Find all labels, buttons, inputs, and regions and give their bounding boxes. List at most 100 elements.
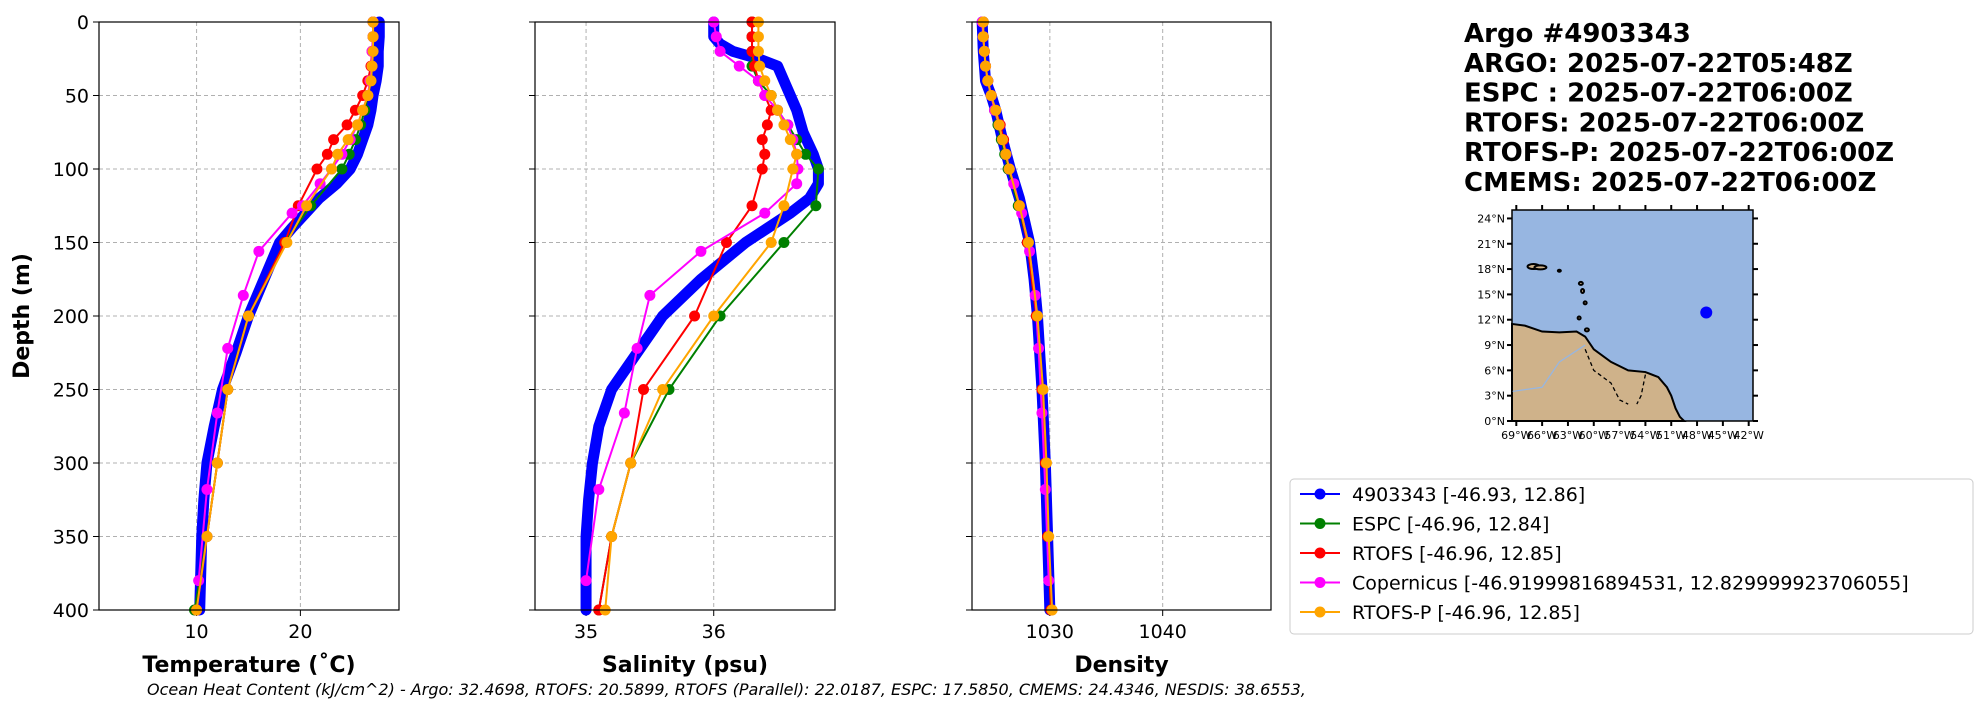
title-line: RTOFS: 2025-07-22T06:00Z — [1464, 108, 1864, 138]
data-point — [733, 60, 745, 72]
data-point — [365, 75, 377, 87]
lon-tick-label: 54°W — [1630, 429, 1660, 442]
island — [1577, 280, 1584, 286]
lon-tick-label: 42°W — [1734, 429, 1764, 442]
lat-tick-label: 18°N — [1477, 263, 1505, 276]
data-point — [714, 45, 726, 57]
legend-label: 4903343 [-46.93, 12.86] — [1352, 484, 1585, 506]
data-point — [222, 342, 234, 354]
x-tick-label: 20 — [288, 621, 312, 643]
data-point — [201, 483, 213, 495]
data-point — [778, 119, 790, 131]
data-point — [341, 119, 353, 131]
data-point — [580, 575, 592, 587]
series-line — [197, 22, 375, 581]
data-point — [657, 384, 669, 395]
data-point — [618, 407, 630, 419]
data-point — [689, 310, 701, 322]
data-point — [222, 384, 234, 395]
legend-marker — [1314, 606, 1326, 618]
island — [1556, 268, 1562, 273]
data-point — [362, 90, 374, 101]
legend-marker — [1314, 488, 1326, 500]
data-point — [301, 200, 313, 212]
location-map: 24°N 21°N 18°N 15°N 12°N 9°N 6°N 3°N 0°N69°W66°W… — [1477, 205, 1764, 442]
data-point — [211, 407, 223, 419]
legend-frame — [1289, 478, 1974, 635]
data-point — [778, 237, 790, 248]
data-point — [761, 119, 773, 131]
legend-entry: 4903343 [-46.93, 12.86] — [1300, 484, 1585, 506]
legend: 4903343 [-46.93, 12.86] ESPC [-46.96, 12.… — [1289, 478, 1974, 635]
lon-tick-label: 45°W — [1708, 429, 1738, 442]
title-line: ARGO: 2025-07-22T05:48Z — [1464, 49, 1853, 79]
data-point — [759, 148, 771, 160]
panel-temperature: 10 20050100150200250300350400Temperature … — [10, 12, 400, 678]
data-point — [367, 45, 379, 57]
y-tick-label: 250 — [53, 380, 89, 402]
x-tick-label: 36 — [702, 621, 726, 643]
axes-frame — [971, 21, 1272, 611]
data-point — [644, 289, 656, 301]
data-point — [1003, 163, 1015, 175]
data-point — [321, 148, 333, 160]
data-point — [638, 384, 650, 395]
data-point — [980, 60, 992, 72]
island — [1580, 288, 1586, 295]
data-point — [332, 148, 344, 160]
x-tick-label: 10 — [184, 621, 208, 643]
data-point — [1013, 200, 1025, 212]
x-tick-label: 35 — [574, 621, 598, 643]
data-point — [625, 457, 637, 469]
data-point — [708, 310, 720, 322]
river — [1511, 344, 1586, 393]
island — [1533, 264, 1548, 271]
data-point — [1033, 342, 1045, 354]
data-point — [996, 134, 1008, 146]
data-point — [784, 134, 796, 146]
island — [1576, 315, 1582, 321]
data-point — [336, 163, 348, 175]
x-axis-label: Density — [1074, 653, 1168, 678]
data-point — [211, 457, 223, 469]
data-point — [631, 342, 643, 354]
data-point — [756, 163, 768, 175]
panel-density: 1030 1040 Density — [966, 16, 1272, 678]
lat-tick-label: 12°N — [1477, 314, 1505, 327]
data-point — [800, 148, 812, 160]
y-tick-label: 200 — [53, 306, 89, 328]
x-tick-label: 1040 — [1139, 621, 1187, 643]
legend-label: RTOFS-P [-46.96, 12.85] — [1352, 602, 1580, 624]
data-point — [1031, 310, 1043, 322]
legend-entry: RTOFS-P [-46.96, 12.85] — [1300, 602, 1580, 624]
lon-tick-label: 48°W — [1682, 429, 1712, 442]
data-point — [787, 163, 799, 175]
series-rtofs-p — [599, 16, 803, 616]
legend-entry: Copernicus [-46.91999816894531, 12.82999… — [1300, 573, 1909, 595]
lat-tick-label: 0°N — [1484, 415, 1505, 428]
data-point — [778, 200, 790, 212]
data-point — [342, 134, 354, 146]
island — [1582, 300, 1588, 306]
data-point — [720, 237, 732, 248]
data-point — [812, 163, 824, 175]
map-frame — [1511, 209, 1754, 422]
data-point — [1037, 384, 1049, 395]
lat-tick-label: 21°N — [1477, 238, 1505, 251]
title-line: CMEMS: 2025-07-22T06:00Z — [1464, 168, 1876, 198]
data-point — [366, 60, 378, 72]
island — [1583, 327, 1590, 333]
data-point — [242, 310, 254, 322]
data-point — [593, 483, 605, 495]
data-point — [351, 119, 363, 131]
y-tick-label: 400 — [53, 600, 89, 622]
legend-marker — [1314, 577, 1326, 588]
lat-tick-label: 24°N — [1477, 212, 1505, 225]
lon-tick-label: 51°W — [1656, 429, 1686, 442]
data-point — [993, 119, 1005, 131]
lat-tick-label: 9°N — [1484, 339, 1505, 352]
data-point — [791, 148, 803, 160]
axes-frame — [534, 21, 836, 611]
lon-tick-label: 57°W — [1604, 429, 1634, 442]
